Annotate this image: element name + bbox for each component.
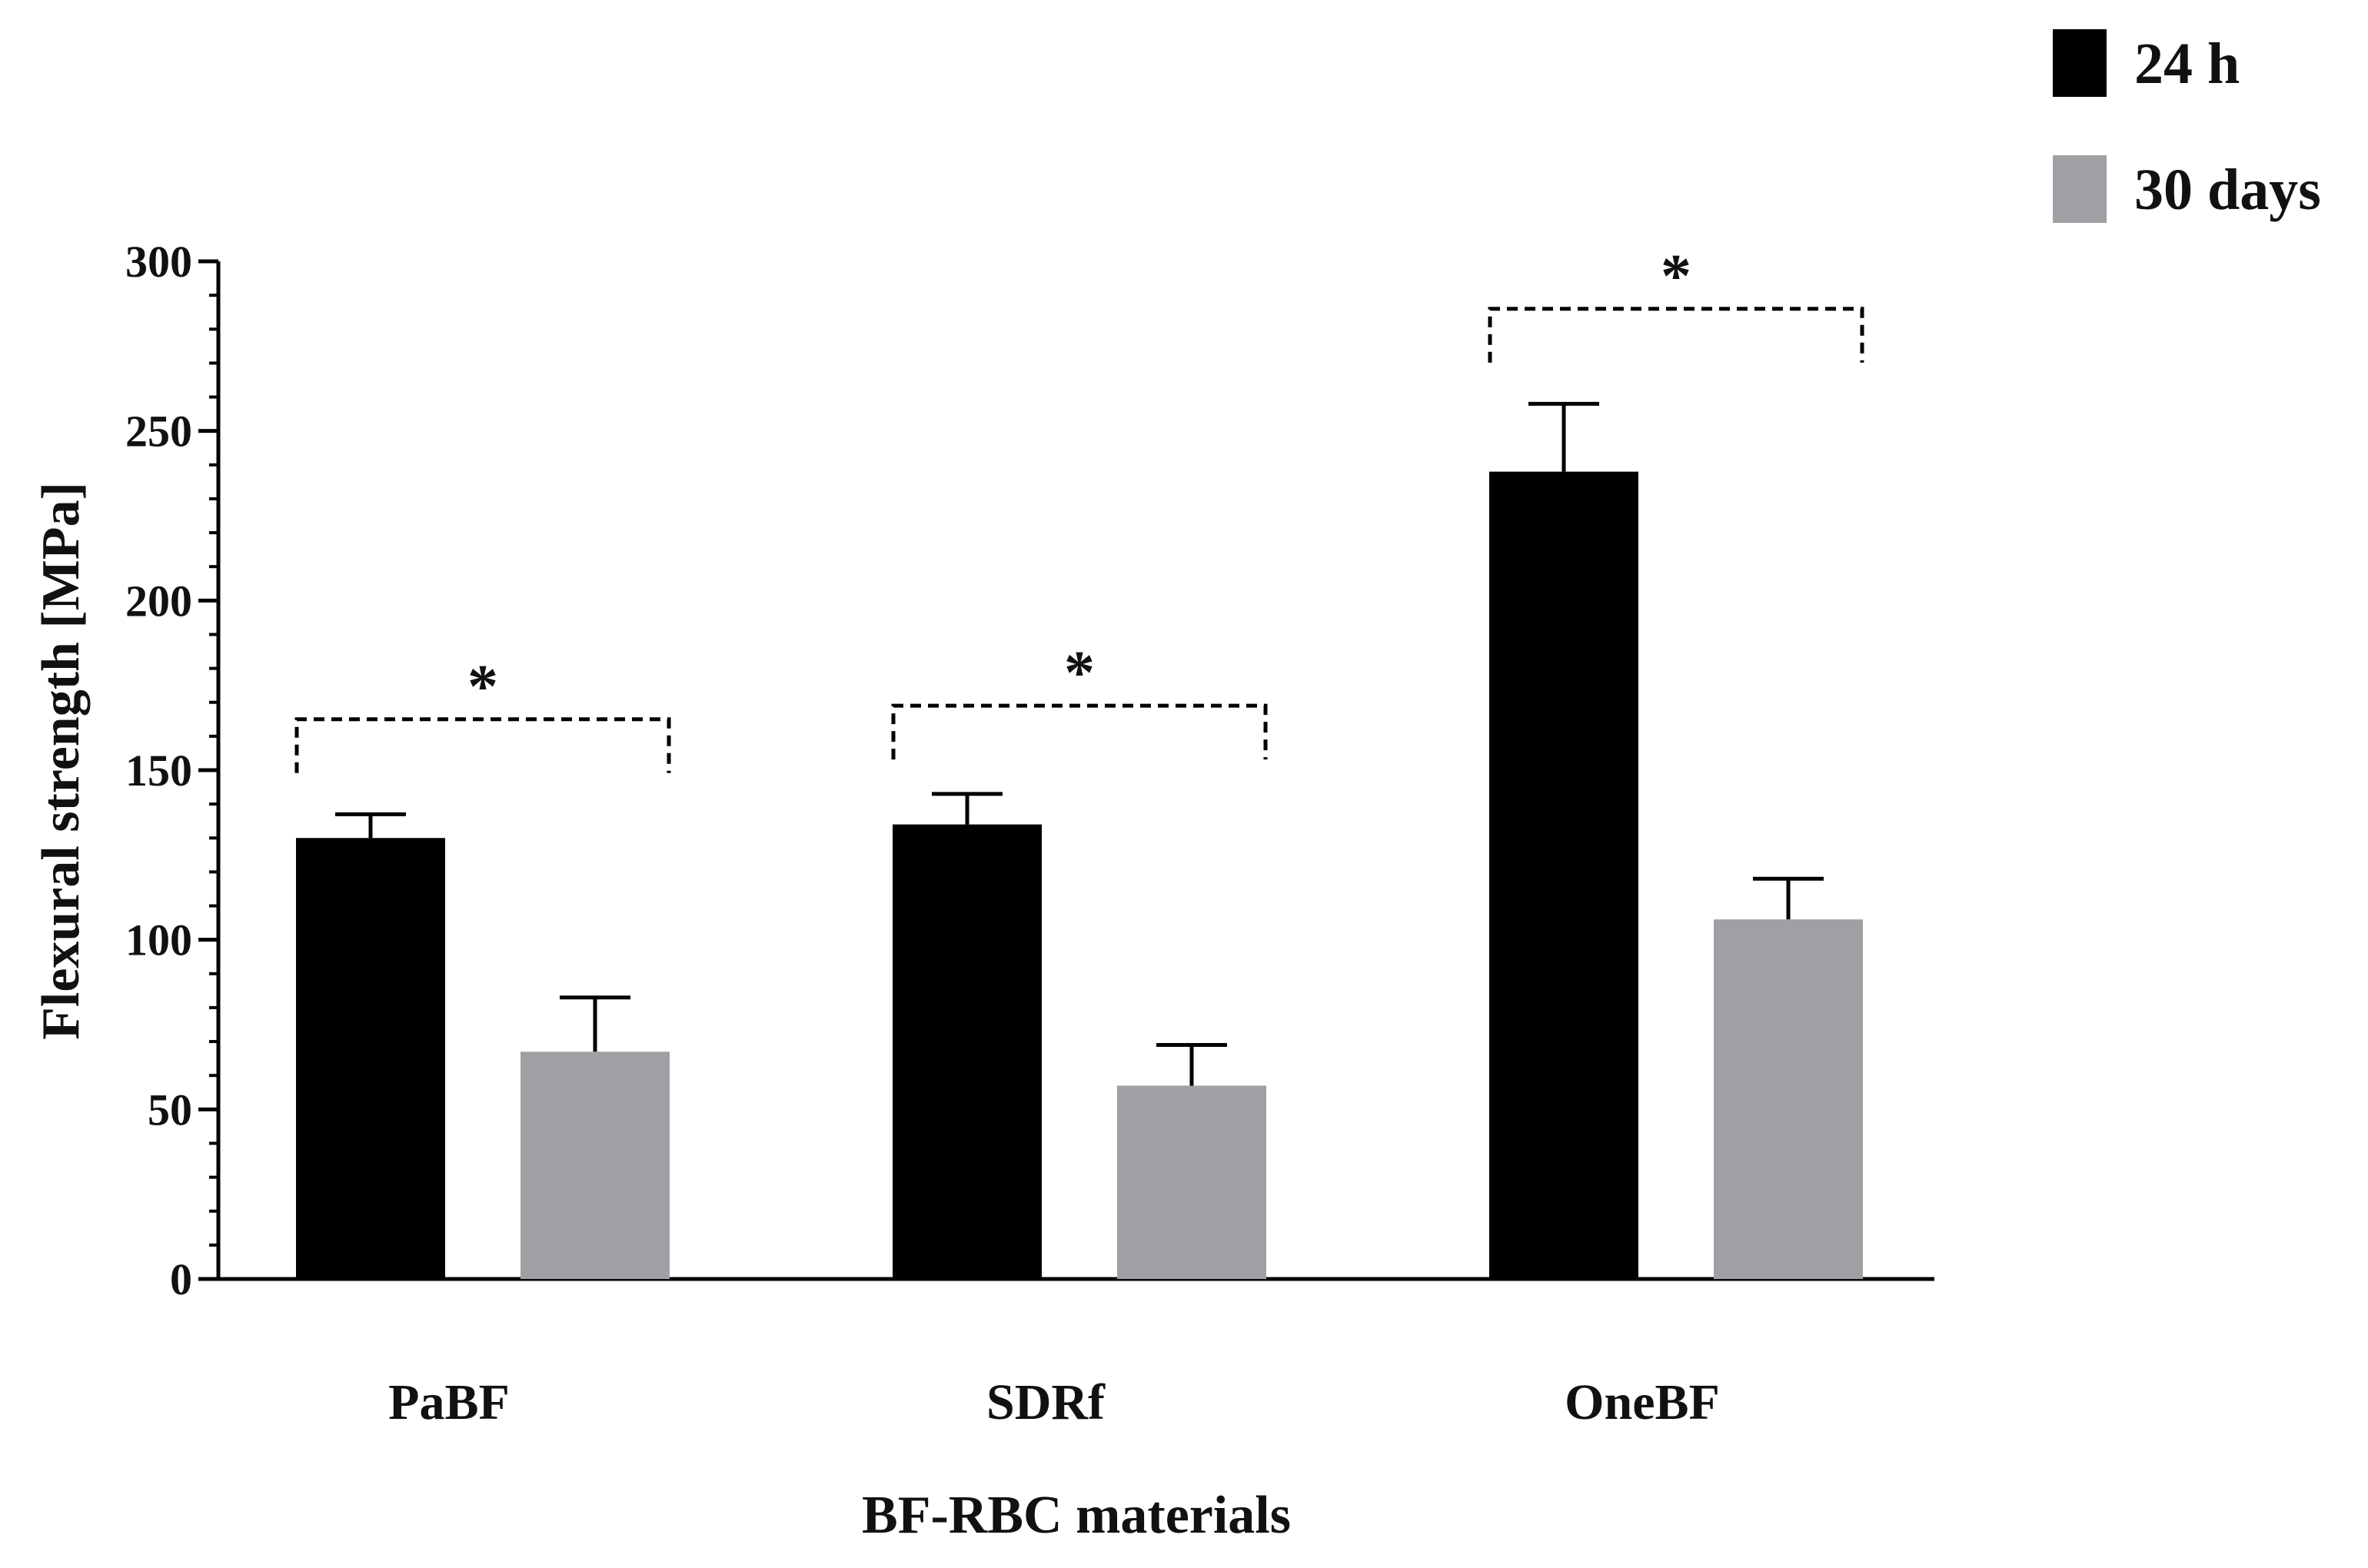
significance-star: * xyxy=(1064,639,1095,707)
bars xyxy=(296,401,1863,1279)
significance-annotations: * * * xyxy=(294,243,1864,773)
x-category-label: SDRf xyxy=(986,1374,1106,1430)
y-tick-label: 300 xyxy=(125,237,192,287)
significance-bracket-pabf xyxy=(294,717,671,773)
legend-label: 24 h xyxy=(2134,32,2240,96)
legend-swatch-30days xyxy=(2053,155,2107,223)
significance-bracket-onebf xyxy=(1488,307,1864,363)
bar-sdrf-24h xyxy=(893,824,1042,1279)
y-tick-label: 250 xyxy=(125,407,192,457)
y-tick-label: 50 xyxy=(148,1085,192,1134)
legend-label: 30 days xyxy=(2134,158,2321,222)
legend: 24 h 30 days xyxy=(2053,29,2321,223)
significance-bracket-sdrf xyxy=(891,703,1268,760)
axis-labels: PaBF SDRf OneBF BF-RBC materials Flexural st… xyxy=(32,482,1720,1545)
x-category-label: OneBF xyxy=(1565,1374,1720,1430)
y-tick-label: 200 xyxy=(125,576,192,626)
axes: 0 50 100 150 200 250 300 xyxy=(125,237,1934,1304)
x-category-label: PaBF xyxy=(388,1374,510,1430)
legend-swatch-24h xyxy=(2053,29,2107,97)
bar-onebf-24h xyxy=(1489,471,1638,1279)
significance-star: * xyxy=(467,653,498,721)
y-tick-label: 100 xyxy=(125,915,192,965)
bar-pabf-30days xyxy=(520,1051,670,1279)
bar-pabf-24h xyxy=(296,838,445,1279)
bar-onebf-30days xyxy=(1714,919,1863,1279)
x-axis-title: BF-RBC materials xyxy=(862,1486,1291,1545)
y-axis-title: Flexural strength [MPa] xyxy=(32,482,91,1040)
y-tick-label: 150 xyxy=(125,746,192,796)
bar-sdrf-30days xyxy=(1117,1085,1266,1279)
y-tick-label: 0 xyxy=(170,1254,192,1304)
significance-star: * xyxy=(1661,243,1691,311)
